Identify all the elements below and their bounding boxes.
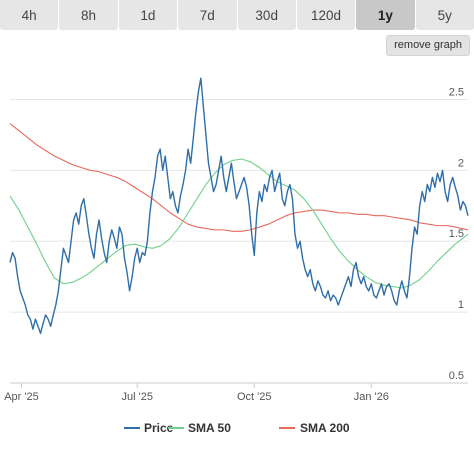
y-tick-label: 1 [458,299,464,311]
tab-1y[interactable]: 1y [356,0,415,30]
series-line-sma50 [9,158,469,289]
y-tick-label: 2.5 [449,86,464,98]
series-line-price [9,77,469,335]
grid-lines [10,98,468,384]
y-tick-label: 2 [458,157,464,169]
x-tick-label: Oct '25 [237,391,272,403]
legend-label: SMA 50 [188,421,231,435]
legend-label: SMA 200 [300,421,350,435]
y-tick-label: 0.5 [449,370,464,382]
y-axis-ticks: 0.5 1 1.5 2 2.5 [449,86,464,382]
y-tick-label: 1.5 [449,228,464,240]
x-tick-label: Apr '25 [4,391,39,403]
legend-label: Price [144,421,174,435]
tab-120d[interactable]: 120d [296,0,356,30]
tab-30d[interactable]: 30d [237,0,296,30]
tab-5y[interactable]: 5y [415,0,474,30]
legend: Price SMA 50 SMA 200 [124,421,350,435]
tab-4h[interactable]: 4h [0,0,59,30]
x-axis-ticks: Apr '25 Jul '25 Oct '25 Jan '26 [4,382,468,403]
remove-graph-button[interactable]: remove graph [386,35,470,56]
legend-item-price[interactable]: Price [124,421,174,435]
tab-7d[interactable]: 7d [178,0,237,30]
legend-item-sma50[interactable]: SMA 50 [168,421,231,435]
series-layer [9,77,469,335]
x-tick-label: Jul '25 [121,391,152,403]
series-line-sma200 [9,123,469,232]
timeframe-tabs: 4h 8h 1d 7d 30d 120d 1y 5y [0,0,474,30]
legend-item-sma200[interactable]: SMA 200 [279,421,350,435]
tab-8h[interactable]: 8h [59,0,118,30]
x-tick-label: Jan '26 [354,391,389,403]
tab-1d[interactable]: 1d [118,0,178,30]
